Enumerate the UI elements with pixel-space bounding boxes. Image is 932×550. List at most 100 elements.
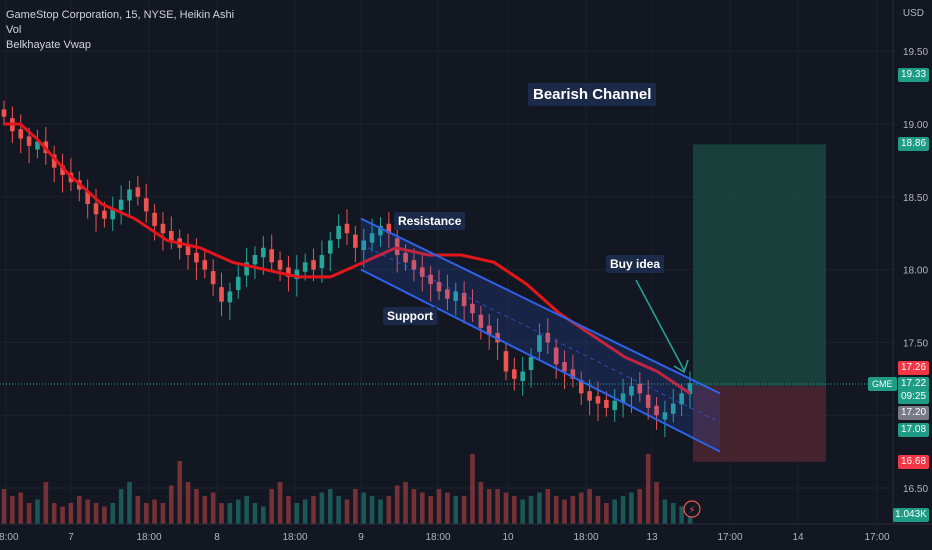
- candle-body: [687, 383, 693, 395]
- candle-body: [311, 260, 316, 270]
- candle-body: [378, 225, 383, 236]
- candle-body: [453, 291, 459, 301]
- candle-body: [327, 240, 333, 254]
- candle-body: [386, 223, 392, 234]
- volume-bar: [35, 499, 40, 524]
- bearish-channel: [360, 217, 721, 453]
- volume-bar: [403, 482, 408, 524]
- volume-bar: [369, 496, 375, 524]
- volume-tag: 1.043K: [893, 508, 929, 522]
- candle-body: [336, 225, 341, 240]
- x-tick-label: 18:00: [425, 532, 450, 543]
- volume-bar: [194, 489, 199, 524]
- candle-body: [51, 154, 57, 168]
- volume-bar: [587, 489, 592, 524]
- volume-bar: [562, 499, 567, 524]
- volume-bar: [302, 499, 308, 524]
- candle-body: [486, 325, 492, 336]
- channel-fill: [361, 218, 720, 452]
- x-tick-label: 10: [502, 532, 514, 543]
- position-zones: [693, 144, 826, 462]
- price-tag-low: 17.08: [898, 423, 929, 437]
- candle-body: [169, 231, 174, 241]
- volume-bar: [486, 489, 492, 524]
- candle-body: [612, 400, 618, 411]
- legend-vwap: Belkhayate Vwap: [6, 39, 91, 51]
- volume-bar: [76, 496, 82, 524]
- volume-bar: [294, 503, 300, 524]
- volume-bar: [51, 503, 57, 524]
- volume-bar: [127, 482, 132, 524]
- candle-body: [620, 393, 626, 403]
- volume-bar: [528, 496, 534, 524]
- volume-bar: [503, 492, 509, 524]
- volume-bar: [319, 492, 325, 524]
- volume-bar: [378, 499, 383, 524]
- candle-body: [235, 276, 241, 290]
- candle-body: [419, 267, 425, 277]
- volume-bar: [252, 503, 258, 524]
- volume-bar: [537, 492, 542, 524]
- candle-body: [185, 245, 191, 256]
- candle-body: [344, 223, 350, 234]
- candle-body: [35, 141, 40, 150]
- volume-bar: [436, 489, 442, 524]
- support-label[interactable]: Support: [383, 307, 437, 325]
- volume-bar: [604, 503, 609, 524]
- y-tick-label: 17.50: [903, 338, 928, 349]
- volume-bar: [578, 492, 584, 524]
- volume-bar: [235, 499, 241, 524]
- arrow-head: [673, 359, 689, 374]
- volume-bar: [512, 496, 517, 524]
- candle-body: [595, 396, 601, 404]
- candle-body: [654, 405, 659, 416]
- volume-bar: [277, 482, 283, 524]
- resistance-label[interactable]: Resistance: [394, 212, 466, 230]
- volume-bar: [102, 506, 107, 524]
- candle-body: [587, 391, 592, 401]
- volume-bar: [411, 489, 417, 524]
- candle-body: [102, 210, 107, 219]
- candle-body: [629, 386, 634, 396]
- x-tick-label: 18:00: [0, 532, 19, 543]
- volume-bar: [135, 496, 141, 524]
- time-axis: 18:00 7 18:00 8 18:00 9 18:00 10 18:00 13 17:00 14 1…: [0, 532, 890, 543]
- candle-body: [495, 332, 500, 343]
- volume-bar: [68, 503, 74, 524]
- buy-idea-label[interactable]: Buy idea: [606, 255, 665, 273]
- volume-bar: [637, 489, 643, 524]
- candle-body: [110, 208, 116, 220]
- candle-body: [470, 303, 475, 314]
- volume-bar: [520, 499, 525, 524]
- candle-body: [194, 252, 199, 263]
- volume-bar: [353, 489, 358, 524]
- volume-bar: [361, 492, 367, 524]
- volume-bar: [478, 482, 484, 524]
- target-zone: [693, 144, 826, 387]
- x-tick-label: 17:00: [864, 532, 889, 543]
- title-annotation[interactable]: Bearish Channel: [528, 83, 657, 106]
- volume-bar: [43, 482, 49, 524]
- candle-body: [244, 262, 249, 276]
- x-tick-label: 9: [358, 532, 364, 543]
- volume-bar: [261, 506, 266, 524]
- candle-body: [277, 260, 283, 270]
- candle-body: [645, 394, 651, 408]
- candle-body: [436, 281, 442, 292]
- candle-body: [512, 369, 517, 379]
- candle-body: [503, 351, 509, 372]
- volume-bar: [670, 503, 676, 524]
- price-tag-a: 17.26: [898, 361, 929, 375]
- candle-body: [202, 260, 208, 270]
- volume-bar: [160, 503, 166, 524]
- candle-body: [261, 247, 266, 258]
- volume-bar: [394, 485, 400, 524]
- candle-body: [219, 287, 224, 302]
- candle-body: [294, 269, 300, 280]
- volume-bar: [1, 489, 7, 524]
- currency-label: USD: [902, 8, 924, 19]
- candle-body: [562, 362, 567, 372]
- midline: [360, 243, 721, 423]
- volume-bar: [620, 496, 626, 524]
